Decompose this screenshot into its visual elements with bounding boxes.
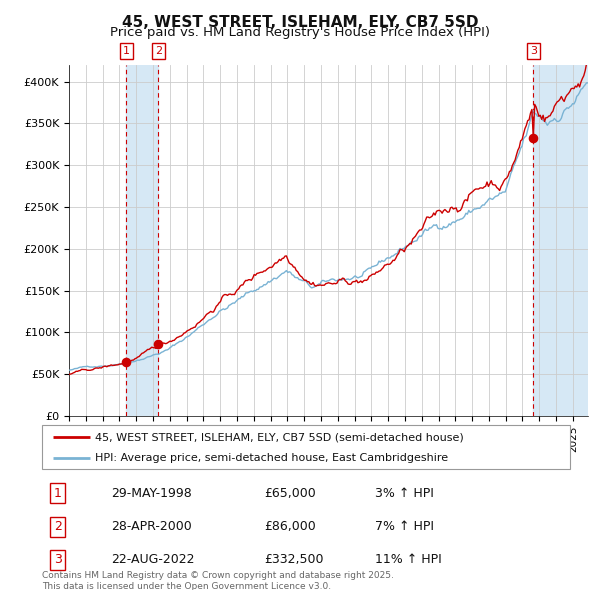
Text: Price paid vs. HM Land Registry's House Price Index (HPI): Price paid vs. HM Land Registry's House … — [110, 26, 490, 39]
Text: 3: 3 — [54, 553, 62, 566]
Text: £86,000: £86,000 — [264, 520, 316, 533]
Text: 22-AUG-2022: 22-AUG-2022 — [110, 553, 194, 566]
Bar — [533, 65, 590, 416]
Text: £332,500: £332,500 — [264, 553, 323, 566]
Point — [154, 339, 163, 349]
Text: 7% ↑ HPI: 7% ↑ HPI — [374, 520, 434, 533]
Bar — [126, 65, 158, 416]
Text: 45, WEST STREET, ISLEHAM, ELY, CB7 5SD: 45, WEST STREET, ISLEHAM, ELY, CB7 5SD — [122, 15, 478, 30]
Text: HPI: Average price, semi-detached house, East Cambridgeshire: HPI: Average price, semi-detached house,… — [95, 453, 448, 463]
Text: 2: 2 — [54, 520, 62, 533]
Text: 45, WEST STREET, ISLEHAM, ELY, CB7 5SD (semi-detached house): 45, WEST STREET, ISLEHAM, ELY, CB7 5SD (… — [95, 432, 464, 442]
Text: 3: 3 — [530, 46, 537, 56]
Point — [529, 133, 538, 143]
FancyBboxPatch shape — [42, 425, 570, 469]
Text: 11% ↑ HPI: 11% ↑ HPI — [374, 553, 442, 566]
Text: 29-MAY-1998: 29-MAY-1998 — [110, 487, 191, 500]
Text: 1: 1 — [54, 487, 62, 500]
Text: 28-APR-2000: 28-APR-2000 — [110, 520, 191, 533]
Text: 3% ↑ HPI: 3% ↑ HPI — [374, 487, 434, 500]
Text: 1: 1 — [123, 46, 130, 56]
Point — [121, 357, 131, 366]
Text: 2: 2 — [155, 46, 162, 56]
Text: Contains HM Land Registry data © Crown copyright and database right 2025.
This d: Contains HM Land Registry data © Crown c… — [42, 571, 394, 590]
Text: £65,000: £65,000 — [264, 487, 316, 500]
